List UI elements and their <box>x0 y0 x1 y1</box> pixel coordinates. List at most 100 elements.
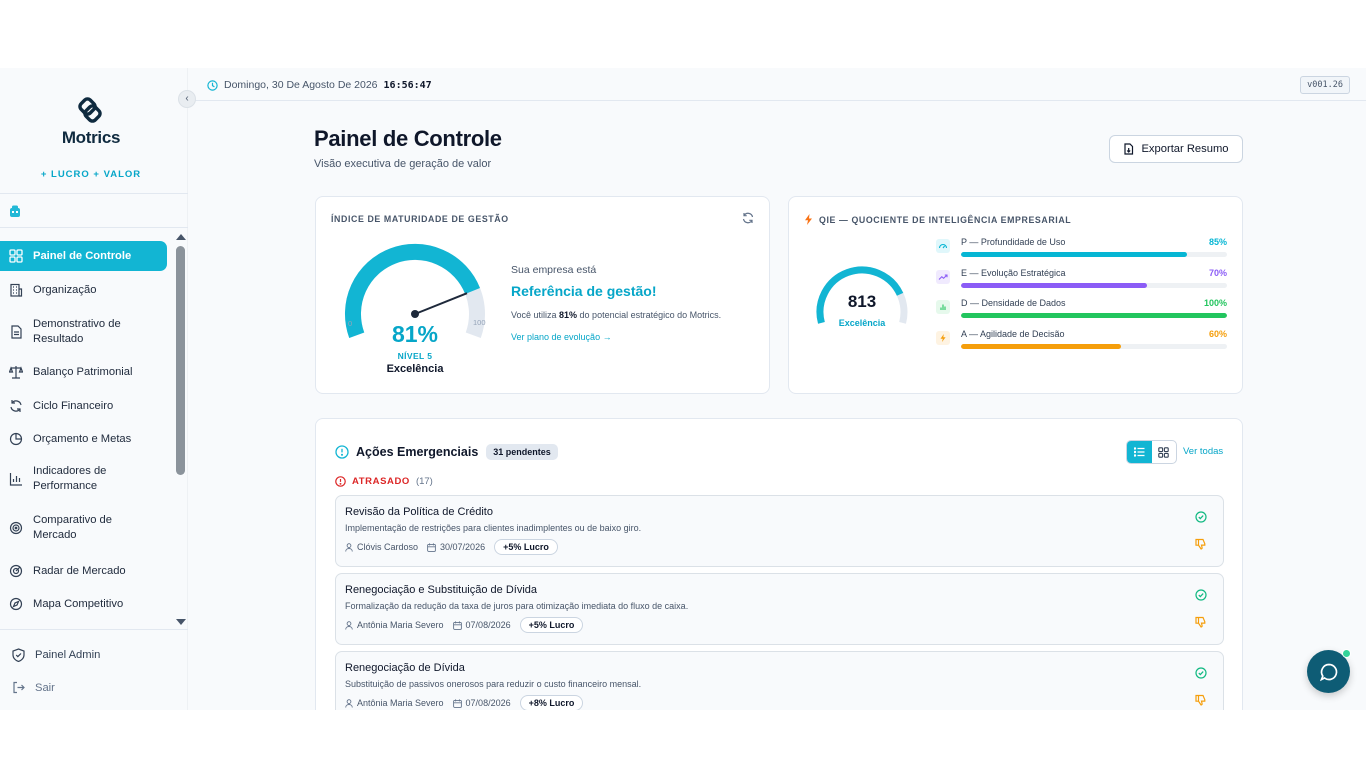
pending-count-badge: 31 pendentes <box>486 444 558 460</box>
logout-link[interactable]: Sair <box>12 681 55 694</box>
thumbs-down-icon[interactable] <box>1195 694 1207 706</box>
metric-name: A — Agilidade de Decisão <box>961 329 1065 339</box>
gauge-needle-pivot <box>411 310 419 318</box>
bar-chart-icon <box>9 473 22 486</box>
sidebar-item-label: Demonstrativo de Resultado <box>33 318 121 345</box>
metric-name: D — Densidade de Dados <box>961 298 1066 308</box>
sidebar-item-indicadores-de-performance[interactable]: Indicadores de Performance <box>0 463 167 495</box>
scroll-down-arrow[interactable] <box>176 619 186 625</box>
due-date: 07/08/2026 <box>465 698 511 708</box>
sidebar-item-label: Mapa Competitivo <box>33 597 124 610</box>
desc-bold: 81% <box>559 310 578 320</box>
qie-metric-e: E — Evolução Estratégica 70% <box>936 268 1227 292</box>
sidebar-item-organizacao[interactable]: Organização <box>0 280 167 300</box>
grid-view-button[interactable] <box>1152 441 1177 463</box>
organization-selector[interactable] <box>0 194 188 228</box>
evolution-plan-link[interactable]: Ver plano de evolução → <box>511 332 612 342</box>
qie-card-title: QIE — QUOCIENTE DE INTELIGÊNCIA EMPRESAR… <box>804 214 1071 225</box>
maturity-description: Você utiliza 81% do potencial estratégic… <box>511 310 721 320</box>
export-summary-button[interactable]: Exportar Resumo <box>1109 135 1243 163</box>
sidebar-scrollbar-thumb[interactable] <box>176 246 185 475</box>
check-circle-icon[interactable] <box>1195 667 1207 679</box>
pie-icon <box>9 432 23 446</box>
action-title: Renegociação e Substituição de Dívida <box>345 584 538 596</box>
overdue-label: ATRASADO <box>352 476 410 487</box>
view-toggle <box>1126 440 1177 464</box>
sidebar-item-label: Radar de Mercado <box>33 564 126 577</box>
action-due-date: 30/07/2026 <box>427 542 485 552</box>
lightning-icon <box>936 331 950 345</box>
due-date: 30/07/2026 <box>440 542 486 552</box>
motrics-logo-icon <box>78 97 102 123</box>
action-item[interactable]: Renegociação de Dívida Substituição de p… <box>335 651 1224 710</box>
export-file-icon <box>1124 143 1134 155</box>
check-circle-icon[interactable] <box>1195 511 1207 523</box>
sidebar-item-label: Ciclo Financeiro <box>33 399 114 412</box>
chat-button[interactable] <box>1307 650 1350 693</box>
metric-name: P — Profundidade de Uso <box>961 237 1066 247</box>
calendar-icon <box>452 698 462 708</box>
brand-name: Motrics <box>61 128 121 147</box>
sidebar-item-label: Balanço Patrimonial <box>33 365 133 378</box>
bar-chart-icon <box>936 300 950 314</box>
thumbs-down-icon[interactable] <box>1195 538 1207 550</box>
scroll-up-arrow[interactable] <box>176 234 186 240</box>
topbar: Domingo, 30 De Agosto De 2026 16:56:47 v… <box>188 68 1366 101</box>
sidebar-item-comparativo-de-mercado[interactable]: Comparativo de Mercado <box>0 512 167 544</box>
gauge-needle <box>414 292 468 315</box>
refresh-icon[interactable] <box>742 212 754 224</box>
metric-fill <box>961 283 1148 288</box>
action-item[interactable]: Renegociação e Substituição de Dívida Fo… <box>335 573 1224 645</box>
admin-panel-link[interactable]: Painel Admin <box>12 648 100 662</box>
impact-badge: +5% Lucro <box>494 539 558 555</box>
action-item[interactable]: Revisão da Política de Crédito Implement… <box>335 495 1224 567</box>
brand-tagline: + LUCRO + VALOR <box>40 169 142 180</box>
metric-fill <box>961 313 1227 318</box>
dashboard-icon <box>9 249 23 263</box>
owner-name: Clóvis Cardoso <box>357 542 419 552</box>
sidebar-item-orcamento-e-metas[interactable]: Orçamento e Metas <box>0 429 167 449</box>
version-badge: v001.26 <box>1300 76 1350 94</box>
sidebar-item-balanco-patrimonial[interactable]: Balanço Patrimonial <box>0 362 167 382</box>
owner-name: Antônia Maria Severo <box>357 620 444 630</box>
action-owner: Antônia Maria Severo <box>345 620 444 630</box>
list-icon <box>1133 447 1145 457</box>
app-window: Motrics + LUCRO + VALOR ‹ Painel de Cont… <box>0 68 1366 710</box>
emergency-actions-card: Ações Emergenciais 31 pendentes Ver toda… <box>315 418 1243 710</box>
sidebar-item-demonstrativo-de-resultado[interactable]: Demonstrativo de Resultado <box>0 316 167 348</box>
due-date: 07/08/2026 <box>465 620 511 630</box>
document-icon <box>11 325 22 339</box>
sidebar-item-label: Indicadores de Performance <box>33 465 107 492</box>
maturity-percentage: 81% <box>391 321 439 347</box>
sidebar-item-painel-de-controle[interactable]: Painel de Controle <box>0 241 167 271</box>
page-subtitle: Visão executiva de geração de valor <box>314 158 492 170</box>
check-circle-icon[interactable] <box>1195 589 1207 601</box>
qie-card: QIE — QUOCIENTE DE INTELIGÊNCIA EMPRESAR… <box>788 196 1243 394</box>
action-description: Substituição de passivos onerosos para r… <box>345 679 642 689</box>
action-due-date: 07/08/2026 <box>452 620 511 630</box>
view-all-link[interactable]: Ver todas <box>1183 446 1224 457</box>
logout-icon <box>13 681 25 694</box>
sidebar-item-label: Comparativo de Mercado <box>33 514 112 541</box>
chat-bubble-icon <box>1319 663 1337 681</box>
action-description: Formalização da redução da taxa de juros… <box>345 601 689 611</box>
current-datetime: Domingo, 30 De Agosto De 2026 16:56:47 <box>207 79 432 91</box>
thumbs-down-icon[interactable] <box>1195 616 1207 628</box>
metric-track <box>961 283 1227 288</box>
collapse-sidebar-button[interactable]: ‹ <box>178 90 196 108</box>
sidebar-item-mapa-competitivo[interactable]: Mapa Competitivo <box>0 594 167 614</box>
list-view-button[interactable] <box>1127 441 1152 463</box>
metric-track <box>961 313 1227 318</box>
lightning-icon <box>805 214 812 225</box>
building-icon <box>10 205 20 217</box>
radar-icon <box>9 564 23 578</box>
gauge-max-label: 100 <box>473 318 486 327</box>
admin-label: Painel Admin <box>35 649 101 661</box>
maturity-level-name: Excelência <box>386 363 444 375</box>
sidebar-item-ciclo-financeiro[interactable]: Ciclo Financeiro <box>0 396 167 416</box>
scale-icon <box>9 366 23 379</box>
sidebar-item-radar-de-mercado[interactable]: Radar de Mercado <box>0 561 167 581</box>
metric-value: 60% <box>1208 329 1227 339</box>
sidebar-item-label: Painel de Controle <box>33 249 132 262</box>
qie-gauge <box>816 266 908 324</box>
